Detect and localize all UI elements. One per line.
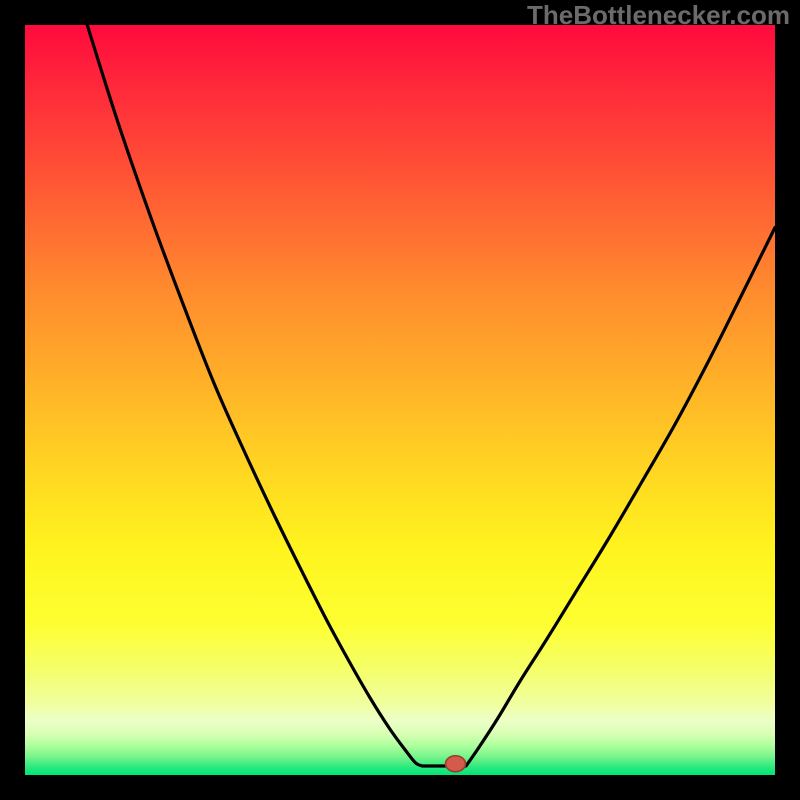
plot-svg [25, 25, 775, 775]
plot-area [25, 25, 775, 775]
watermark-text: TheBottlenecker.com [527, 0, 790, 31]
optimum-marker [446, 756, 466, 772]
gradient-background [25, 25, 775, 775]
